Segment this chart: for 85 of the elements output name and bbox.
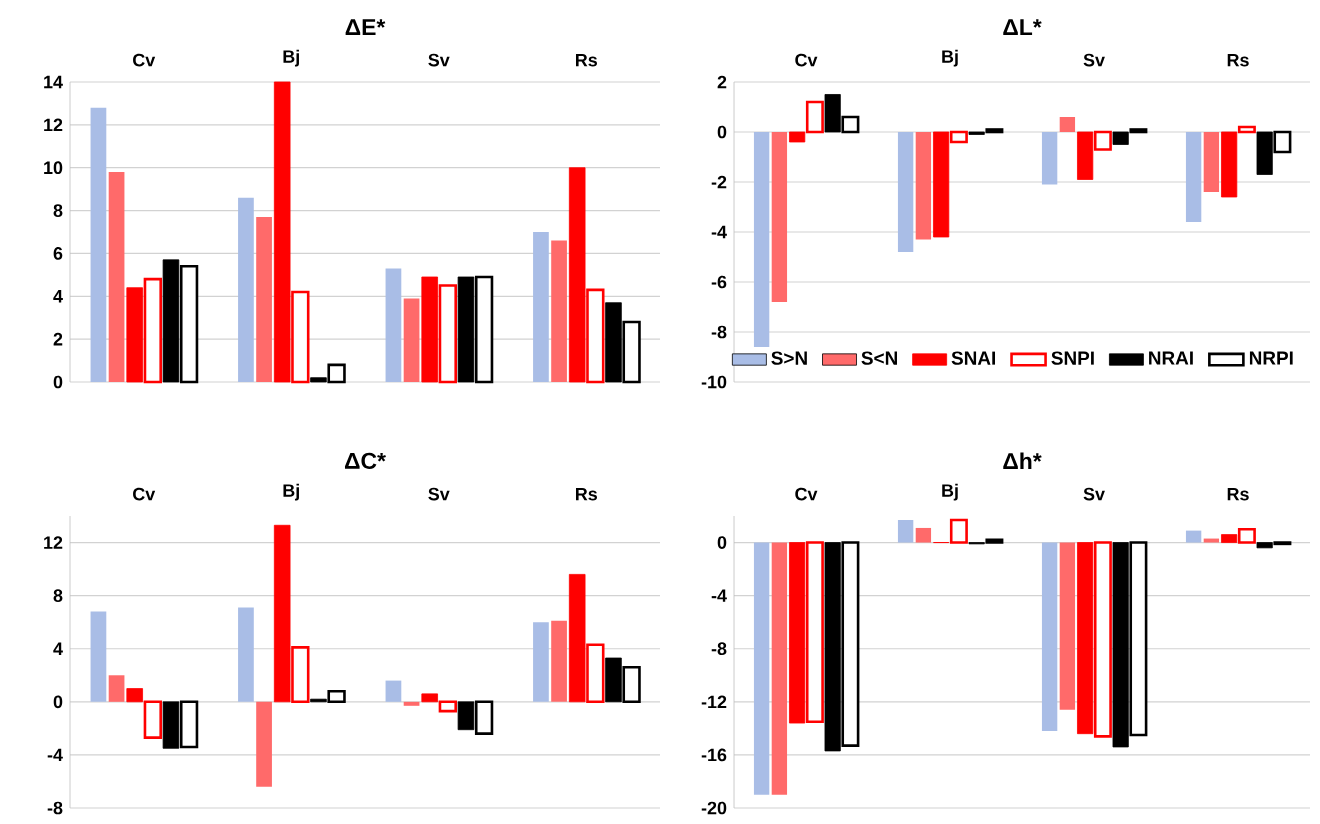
y-tick-label: 0	[717, 125, 727, 139]
x-tick-label: Sv	[1083, 53, 1105, 67]
bar	[771, 542, 788, 795]
x-tick-label: Bj	[283, 49, 299, 67]
y-tick-label: -8	[711, 325, 727, 339]
bar	[1059, 116, 1076, 132]
y-tick-label: 0	[53, 375, 63, 389]
legend-label: S<N	[861, 351, 897, 365]
bar	[256, 701, 272, 787]
bar	[1185, 131, 1202, 222]
bar	[771, 131, 788, 302]
bar	[533, 231, 549, 382]
chart-title: ΔE*	[345, 19, 386, 35]
bar	[551, 240, 567, 382]
legend-label: SNPI	[1051, 351, 1094, 365]
bar	[551, 620, 567, 702]
x-tick-label: Cv	[133, 53, 156, 67]
bar	[1203, 131, 1220, 192]
y-tick-label: 4	[53, 642, 63, 655]
bar	[1203, 538, 1220, 543]
bar	[256, 216, 272, 382]
legend-label: S>N	[771, 351, 807, 365]
chart-title: ΔC*	[344, 452, 386, 469]
y-tick-label: 12	[44, 118, 63, 132]
x-tick-label: Sv	[1083, 487, 1105, 501]
x-tick-label: Cv	[795, 53, 818, 67]
bar	[1185, 530, 1202, 543]
y-tick-label: 14	[44, 75, 63, 89]
y-tick-label: 4	[53, 290, 63, 303]
x-tick-label: Bj	[942, 49, 958, 67]
y-tick-label: 0	[717, 536, 727, 549]
bar	[753, 131, 770, 347]
bar	[108, 171, 125, 382]
bar	[897, 519, 914, 543]
x-tick-label: Bj	[283, 483, 299, 501]
y-tick-label: -4	[711, 589, 727, 602]
y-tick-label: -16	[701, 748, 727, 762]
y-tick-label: 2	[717, 75, 727, 89]
chart-title: ΔL*	[1003, 19, 1042, 35]
bar	[385, 680, 402, 702]
bar	[1059, 542, 1076, 710]
x-tick-label: Sv	[428, 487, 450, 501]
bar	[897, 131, 914, 252]
x-tick-label: Rs	[575, 53, 597, 67]
bar	[753, 542, 770, 795]
bar	[108, 675, 125, 702]
x-tick-label: Bj	[942, 483, 958, 501]
y-tick-label: -4	[47, 748, 63, 762]
bar	[90, 611, 107, 702]
bar	[1041, 131, 1058, 185]
x-tick-label: Rs	[1227, 53, 1249, 67]
y-tick-label: 8	[53, 204, 63, 217]
y-tick-label: -6	[711, 275, 727, 289]
bar	[403, 298, 420, 382]
legend-label: NRPI	[1249, 351, 1293, 365]
legend-label: NRAI	[1149, 351, 1193, 365]
chart-title: Δh*	[1003, 452, 1042, 469]
y-tick-label: -12	[701, 695, 727, 709]
x-tick-label: Cv	[795, 487, 818, 501]
bar	[533, 622, 549, 702]
y-tick-label: 12	[44, 536, 63, 549]
y-tick-label: 10	[44, 161, 63, 175]
y-tick-label: -20	[701, 801, 727, 815]
bar	[915, 131, 932, 240]
y-tick-label: 2	[53, 332, 63, 346]
y-tick-label: 0	[53, 695, 63, 709]
y-tick-label: -4	[711, 225, 727, 239]
y-tick-label: 6	[53, 247, 63, 260]
y-tick-label: -8	[47, 801, 63, 815]
bar	[915, 527, 932, 543]
bar	[403, 701, 420, 706]
legend-label: SNAI	[951, 351, 995, 365]
x-tick-label: Rs	[575, 487, 597, 501]
y-tick-label: -2	[711, 175, 727, 189]
bar	[385, 268, 402, 382]
y-tick-label: 8	[53, 589, 63, 602]
y-tick-label: -8	[711, 642, 727, 656]
x-tick-label: Rs	[1227, 487, 1249, 501]
y-tick-label: -10	[701, 375, 727, 389]
bar	[238, 197, 254, 382]
bar	[238, 607, 254, 702]
bar	[90, 107, 107, 382]
x-tick-label: Sv	[428, 53, 450, 67]
bar	[1041, 542, 1058, 732]
x-tick-label: Cv	[133, 487, 156, 501]
